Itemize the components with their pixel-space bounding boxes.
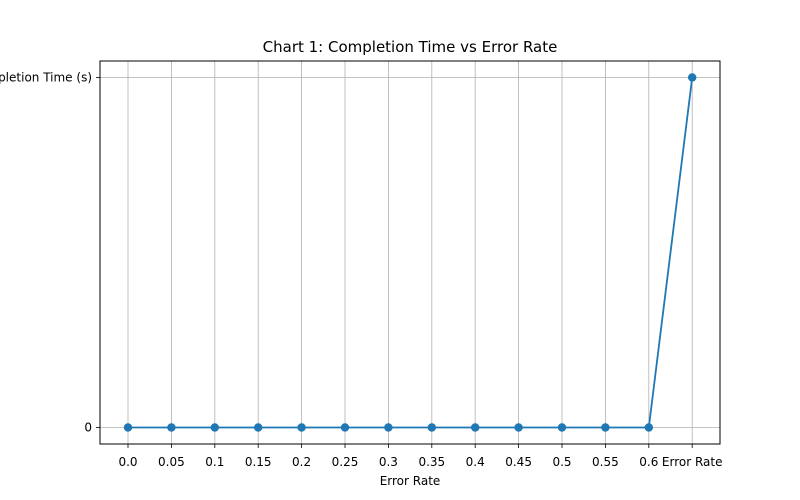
data-point <box>297 423 306 432</box>
x-tick-label: 0.3 <box>379 455 398 469</box>
data-point <box>557 423 567 432</box>
grid-lines <box>100 61 720 444</box>
x-axis-label: Error Rate <box>380 474 441 488</box>
data-point <box>384 423 393 432</box>
series-layer <box>123 73 697 432</box>
y-axis-ticks: 0 Completion Time (s) <box>0 71 100 435</box>
data-point <box>123 423 133 432</box>
data-point <box>254 423 263 432</box>
data-point <box>340 423 350 432</box>
chart-title: Chart 1: Completion Time vs Error Rate <box>263 38 558 56</box>
x-tick-label: 0.2 <box>292 455 311 469</box>
x-tick-label: 0.5 <box>552 455 571 469</box>
data-point <box>644 423 653 432</box>
x-tick-label: 0.35 <box>418 455 445 469</box>
y-tick-label: 0 <box>84 421 92 435</box>
x-axis-ticks: 0.0 0.05 0.1 0.15 0.2 0.25 0.3 0.35 0.4 0.45 0.5 0.… <box>118 444 722 469</box>
x-tick-label: 0.55 <box>592 455 619 469</box>
x-tick-label: 0.0 <box>118 455 137 469</box>
data-point <box>167 423 176 432</box>
x-tick-label: 0.25 <box>332 455 359 469</box>
data-point <box>601 423 610 432</box>
axes <box>99 60 721 445</box>
x-tick-label: 0.4 <box>466 455 485 469</box>
data-point <box>688 73 697 82</box>
data-point <box>471 423 480 432</box>
y-tick-label: Completion Time (s) <box>0 71 92 85</box>
x-tick-label: 0.6 <box>639 455 658 469</box>
plot-frame <box>99 60 721 445</box>
x-tick-label: Error Rate <box>662 455 723 469</box>
data-point <box>514 423 523 432</box>
x-tick-label: 0.15 <box>245 455 272 469</box>
data-point <box>427 423 436 432</box>
series-line <box>128 77 694 429</box>
x-tick-label: 0.05 <box>158 455 185 469</box>
x-tick-label: 0.45 <box>505 455 532 469</box>
x-tick-label: 0.1 <box>205 455 224 469</box>
data-point <box>210 423 219 432</box>
